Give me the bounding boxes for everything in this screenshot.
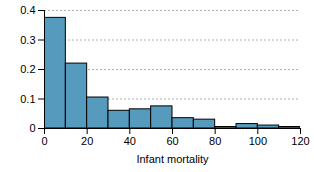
svg-text:0: 0 xyxy=(41,135,47,147)
svg-text:0: 0 xyxy=(29,122,35,134)
svg-text:120: 120 xyxy=(291,135,309,147)
svg-text:0.3: 0.3 xyxy=(20,34,35,46)
svg-text:0.4: 0.4 xyxy=(20,4,35,16)
svg-text:0.2: 0.2 xyxy=(20,63,35,75)
svg-text:40: 40 xyxy=(124,135,136,147)
svg-text:Infant mortality: Infant mortality xyxy=(136,153,209,165)
svg-text:80: 80 xyxy=(209,135,221,147)
svg-text:60: 60 xyxy=(166,135,178,147)
svg-text:20: 20 xyxy=(81,135,93,147)
svg-text:0.1: 0.1 xyxy=(20,93,35,105)
svg-text:100: 100 xyxy=(249,135,267,147)
